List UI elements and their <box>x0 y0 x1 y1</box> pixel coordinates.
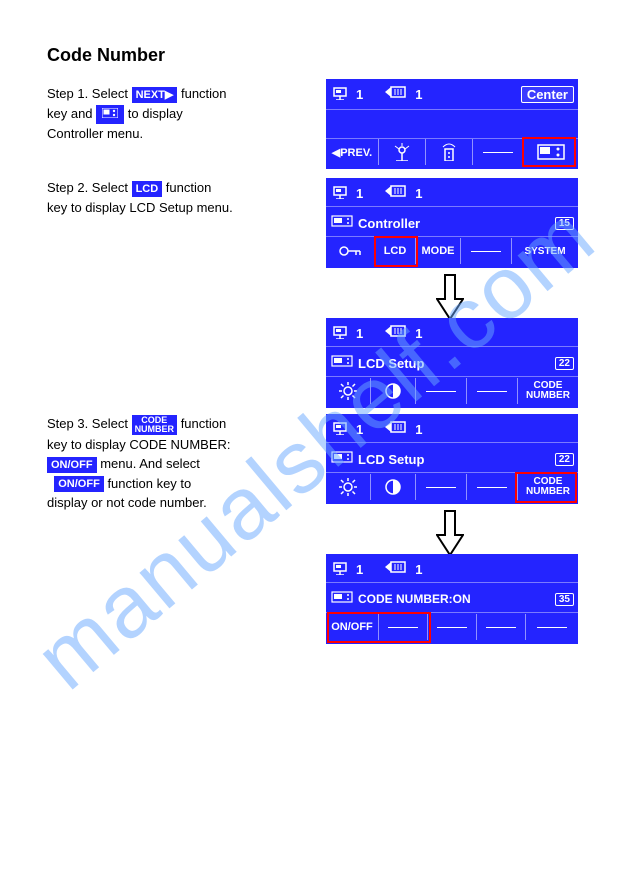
lcd-screen-4: 1 1 LCD Setup 22 CODENUMBER <box>326 414 578 504</box>
lcd-screen-2: 1 1 Controller 15 LCD MODE SYSTEM <box>326 178 578 268</box>
code-number-button[interactable]: CODENUMBER <box>518 378 578 404</box>
text: function key to <box>107 476 191 491</box>
onoff-button[interactable]: ON/OFF <box>326 614 379 640</box>
lcd-button-label: LCD <box>132 181 163 197</box>
text: 1 <box>356 326 363 341</box>
screen-title: Controller <box>358 216 420 231</box>
text: key to display CODE NUMBER: <box>47 437 231 452</box>
text: Step 3. Select <box>47 416 132 431</box>
lamp-icon[interactable] <box>379 139 426 165</box>
code-number-button-label: CODENUMBER <box>132 415 178 435</box>
down-arrow-icon <box>436 509 464 557</box>
key-icon[interactable] <box>326 238 375 264</box>
onoff-button-label: ON/OFF <box>47 457 97 473</box>
text: 1 <box>356 186 363 201</box>
text: key and <box>47 106 96 121</box>
page-number: 22 <box>555 453 574 466</box>
brightness-icon[interactable] <box>326 474 371 500</box>
blank-button[interactable] <box>379 614 428 640</box>
controller-button[interactable] <box>524 139 578 165</box>
blank-button[interactable] <box>473 139 524 165</box>
system-button[interactable]: SYSTEM <box>512 238 578 264</box>
lcd-button[interactable]: LCD <box>375 238 416 264</box>
page-number: 22 <box>555 357 574 370</box>
brightness-icon[interactable] <box>326 378 371 404</box>
screen-title: LCD Setup <box>358 356 424 371</box>
text: 1 <box>356 562 363 577</box>
text: 1 <box>415 422 422 437</box>
text: Step 1. Select <box>47 86 132 101</box>
text <box>47 476 51 491</box>
blank-button[interactable] <box>416 378 467 404</box>
mode-button[interactable]: MODE <box>416 238 461 264</box>
blank-button[interactable] <box>467 378 518 404</box>
text: 1 <box>415 562 422 577</box>
text: to display <box>128 106 183 121</box>
text: Step 2. Select <box>47 180 132 195</box>
text: function <box>166 180 212 195</box>
code-number-button[interactable]: CODENUMBER <box>518 474 578 500</box>
lcd-screen-5: 1 1 CODE NUMBER:ON 35 ON/OFF <box>326 554 578 644</box>
screen-title: LCD Setup <box>358 452 424 467</box>
next-button-label: NEXT▶ <box>132 87 178 103</box>
blank-button[interactable] <box>467 474 518 500</box>
contrast-icon[interactable] <box>371 474 416 500</box>
text: key to display LCD Setup menu. <box>47 200 233 215</box>
text: display or not code number. <box>47 495 207 510</box>
controller-icon-label <box>96 105 124 124</box>
page-number: 35 <box>555 593 574 606</box>
step-3-text: Step 3. Select CODENUMBER function key t… <box>47 414 312 513</box>
lcd-screen-3: 1 1 LCD Setup 22 CODENUMBER <box>326 318 578 408</box>
blank-button[interactable] <box>428 614 477 640</box>
step-1-text: Step 1. Select NEXT▶ function key and to… <box>47 84 307 143</box>
page-title: Code Number <box>47 45 165 66</box>
text: 1 <box>356 422 363 437</box>
blank-button[interactable] <box>477 614 526 640</box>
down-arrow-icon <box>436 273 464 321</box>
text: function <box>181 86 227 101</box>
screen-title: CODE NUMBER:ON <box>358 592 471 606</box>
remote-icon[interactable] <box>426 139 473 165</box>
page-number: 15 <box>555 217 574 230</box>
contrast-icon[interactable] <box>371 378 416 404</box>
blank-button[interactable] <box>526 614 578 640</box>
lcd-screen-1: 1 1 Center ◀PREV. <box>326 79 578 169</box>
text: function <box>181 416 227 431</box>
prev-button[interactable]: ◀PREV. <box>326 139 379 165</box>
center-label: Center <box>521 86 574 103</box>
onoff-button-label-2: ON/OFF <box>54 476 104 492</box>
text: 1 <box>415 87 422 102</box>
text: 1 <box>356 87 363 102</box>
text: Controller menu. <box>47 126 143 141</box>
blank-button[interactable] <box>416 474 467 500</box>
text: 1 <box>415 186 422 201</box>
text: 1 <box>415 326 422 341</box>
blank-button[interactable] <box>461 238 512 264</box>
text: menu. And select <box>100 456 200 471</box>
step-2-text: Step 2. Select LCD function key to displ… <box>47 178 307 217</box>
